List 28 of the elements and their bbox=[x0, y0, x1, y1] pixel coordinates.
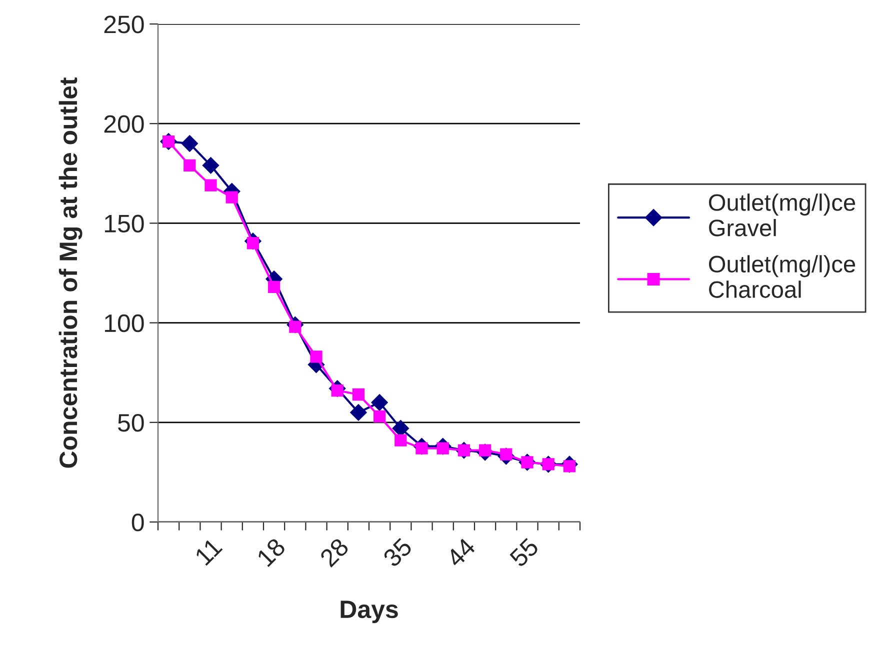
x-tick-label: 35 bbox=[382, 537, 413, 568]
point bbox=[310, 350, 322, 363]
legend-label: Outlet(mg/l)ce Gravel bbox=[708, 194, 856, 236]
y-tick-label: 200 bbox=[104, 115, 144, 133]
legend-label: Outlet(mg/l)ce Charcoal bbox=[708, 255, 856, 298]
y-tick-label: 250 bbox=[104, 16, 144, 34]
point bbox=[204, 179, 217, 192]
x-tick-label: 18 bbox=[256, 537, 286, 568]
x-axis-title: Days bbox=[340, 600, 398, 624]
point bbox=[350, 404, 367, 421]
y-tick-label: 50 bbox=[118, 414, 144, 432]
y-tick-label: 0 bbox=[132, 514, 144, 532]
point bbox=[202, 157, 220, 174]
point bbox=[352, 388, 365, 401]
x-tick-label: 11 bbox=[194, 537, 223, 566]
x-tick-label: 44 bbox=[445, 537, 476, 568]
point bbox=[226, 191, 238, 204]
point bbox=[184, 159, 196, 172]
y-tick-label: 100 bbox=[105, 314, 144, 332]
x-tick-label: 28 bbox=[319, 537, 350, 568]
y-axis-title: Concentration of Mg at the outlet bbox=[58, 77, 82, 468]
point bbox=[371, 394, 388, 411]
y-tick-label: 150 bbox=[105, 214, 144, 233]
point bbox=[373, 410, 386, 422]
point bbox=[268, 280, 280, 294]
point bbox=[181, 135, 198, 152]
point bbox=[394, 434, 407, 446]
x-tick-label: 55 bbox=[508, 537, 540, 568]
